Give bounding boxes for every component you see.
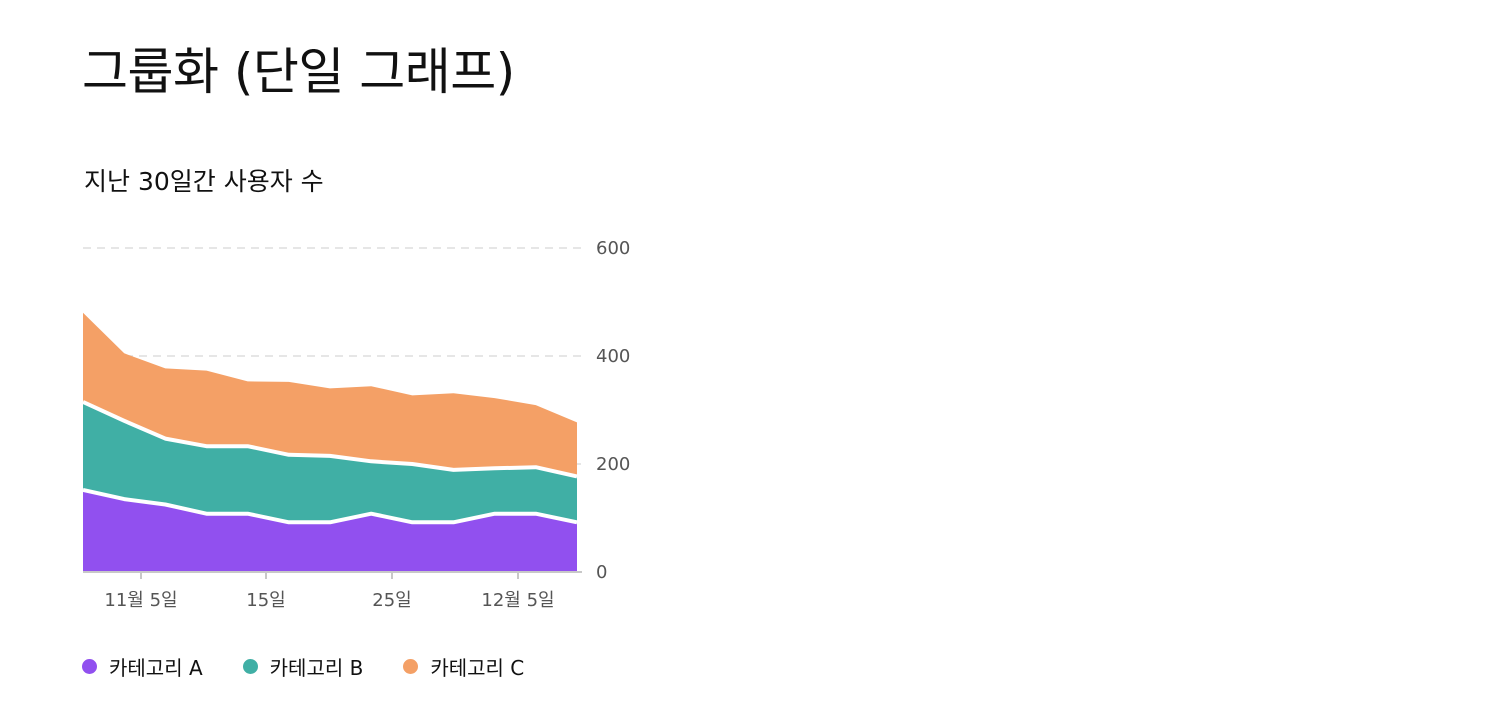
legend-label-c: 카테고리 C — [430, 656, 525, 680]
area-series-3 — [83, 312, 577, 477]
band-separator-2 — [82, 400, 578, 479]
chart-subtitle: 지난 30일간 사용자 수 — [84, 167, 324, 196]
x-tick-label-2: 15일 — [246, 590, 285, 611]
legend-swatch-a — [82, 659, 97, 674]
legend-label-a: 카테고리 A — [109, 656, 203, 680]
area-series-1 — [83, 489, 577, 572]
legend-swatch-b — [242, 659, 258, 674]
legend-item-a[interactable]: 카테고리 A — [82, 652, 203, 681]
legend-swatch-c — [403, 659, 419, 674]
y-tick-label-600: 600 — [596, 238, 630, 259]
chart-legend: 카테고리 A 카테고리 B 카테고리 C — [82, 652, 524, 681]
x-tick-label-1: 11월 5일 — [104, 590, 177, 611]
legend-label-b: 카테고리 B — [269, 656, 364, 680]
y-tick-label-400: 400 — [596, 346, 630, 367]
y-tick-label-0: 0 — [596, 562, 607, 583]
band-separator-1 — [82, 487, 578, 525]
area-layer — [82, 312, 578, 572]
page-title: 그룹화 (단일 그래프) — [82, 43, 515, 101]
legend-item-b[interactable]: 카테고리 B — [242, 652, 364, 681]
x-tick-label-4: 12월 5일 — [481, 590, 554, 611]
x-tick-label-3: 25일 — [372, 590, 411, 611]
y-tick-label-200: 200 — [596, 454, 630, 475]
axis-layer: 0 200 400 600 11월 5일 15일 25일 12월 5일 — [83, 238, 630, 611]
legend-item-c[interactable]: 카테고리 C — [403, 652, 524, 681]
area-series-2 — [83, 401, 577, 523]
